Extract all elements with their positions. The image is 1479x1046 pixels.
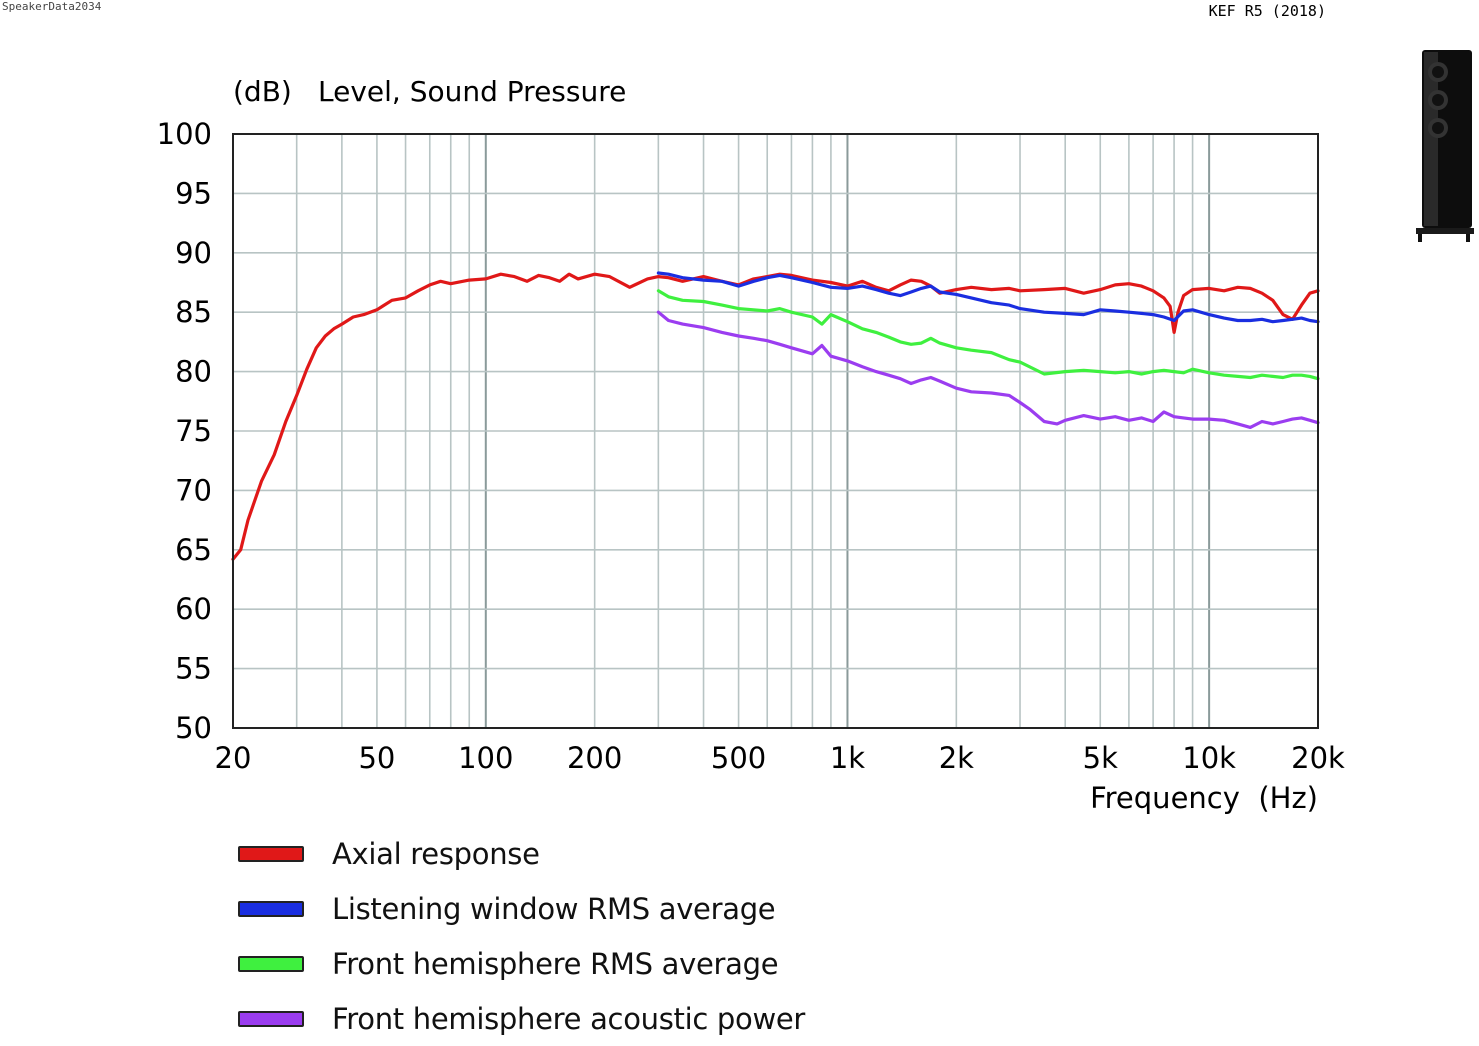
y-tick-label: 60 xyxy=(175,592,212,626)
x-tick-label: 20 xyxy=(215,741,252,775)
legend-label: Axial response xyxy=(332,836,540,871)
x-tick-label: 1k xyxy=(830,741,865,775)
y-tick-label: 50 xyxy=(175,711,212,745)
y-tick-label: 70 xyxy=(175,473,212,507)
plot-frame xyxy=(232,133,1319,729)
y-axis-unit-label: (dB) xyxy=(233,75,292,108)
legend-item: Listening window RMS average xyxy=(236,881,805,936)
legend-label: Listening window RMS average xyxy=(332,891,776,926)
y-tick-label: 75 xyxy=(175,414,212,448)
x-axis-ticks: 20 50 100 200 500 1k 2k 5k 10k 20k xyxy=(215,741,1346,775)
x-tick-label: 500 xyxy=(711,741,766,775)
series-line-1 xyxy=(231,272,1320,561)
legend-swatch xyxy=(238,900,304,917)
series-line-3 xyxy=(656,289,1320,381)
y-tick-label: 80 xyxy=(175,355,212,389)
series-line-4 xyxy=(656,310,1320,429)
y-tick-label: 100 xyxy=(157,117,212,151)
x-tick-label: 100 xyxy=(458,741,513,775)
y-tick-label: 95 xyxy=(175,176,212,210)
x-tick-label: 50 xyxy=(358,741,395,775)
y-tick-label: 85 xyxy=(175,295,212,329)
legend: Axial response Listening window RMS aver… xyxy=(236,826,805,1046)
series-line-2 xyxy=(656,271,1320,324)
legend-item: Front hemisphere acoustic power xyxy=(236,991,805,1046)
legend-item: Axial response xyxy=(236,826,805,881)
x-tick-label: 2k xyxy=(939,741,974,775)
x-axis-label: Frequency (Hz) xyxy=(1090,781,1318,815)
x-tick-label: 10k xyxy=(1182,741,1236,775)
speaker-model-title: KEF R5 (2018) xyxy=(1208,2,1326,20)
grid xyxy=(233,134,1318,728)
watermark-text: SpeakerData2034 xyxy=(2,0,102,13)
x-tick-label: 200 xyxy=(567,741,622,775)
legend-swatch xyxy=(238,1010,304,1027)
legend-item: Front hemisphere RMS average xyxy=(236,936,805,991)
x-tick-label: 5k xyxy=(1083,741,1118,775)
legend-label: Front hemisphere acoustic power xyxy=(332,1001,806,1036)
legend-swatch xyxy=(238,845,304,862)
legend-label: Front hemisphere RMS average xyxy=(332,946,779,981)
series-lines xyxy=(231,271,1320,561)
y-tick-label: 55 xyxy=(175,652,212,686)
chart-title: Level, Sound Pressure xyxy=(318,75,626,108)
speaker-icon xyxy=(1416,50,1474,242)
y-tick-label: 90 xyxy=(175,236,212,270)
y-tick-label: 65 xyxy=(175,533,212,567)
x-tick-label: 20k xyxy=(1291,741,1345,775)
legend-swatch xyxy=(238,955,304,972)
y-axis-ticks: 100 95 90 85 80 75 70 65 60 55 50 xyxy=(157,117,212,745)
